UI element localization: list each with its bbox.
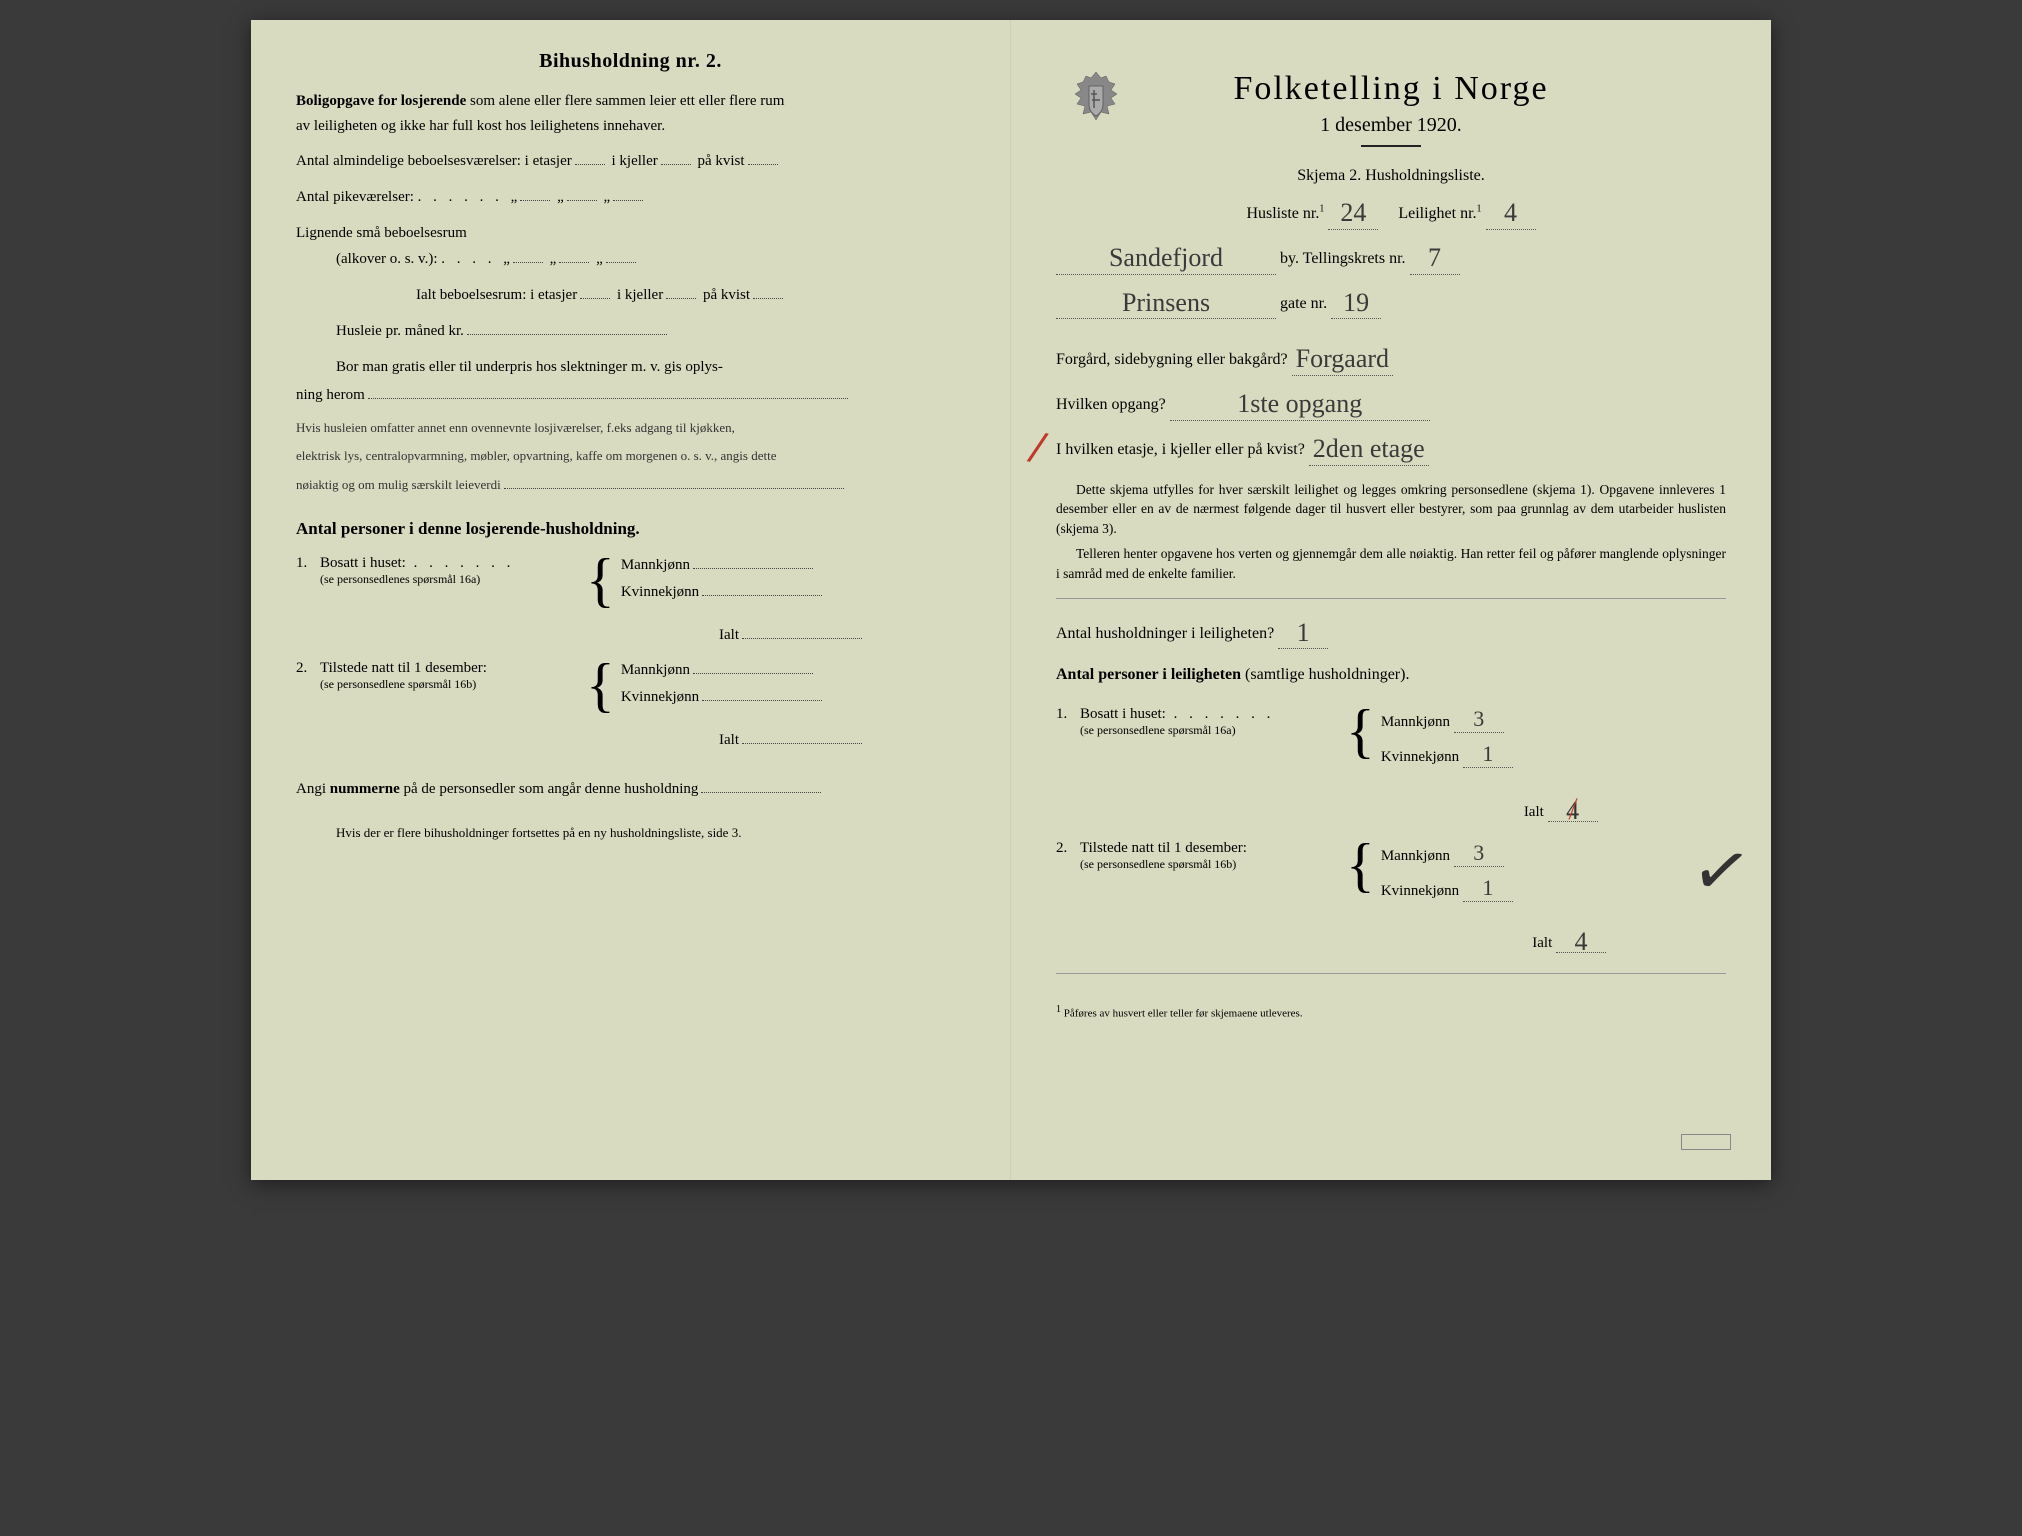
footnote: 1 Påføres av husvert eller teller før sk… [1056, 1004, 1726, 1020]
line-bor-2: ning herom [296, 383, 965, 407]
line-lignende-2: (alkover o. s. v.): . . . . „ „ „ [336, 247, 965, 271]
by-value: Sandefjord [1109, 245, 1223, 271]
line-bor-1: Bor man gratis eller til underpris hos s… [336, 355, 965, 379]
husliste-line: Husliste nr.1 24 Leilighet nr.1 4 [1056, 197, 1726, 230]
bottom-divider [1056, 973, 1726, 974]
small-print-3: nøiaktig og om mulig særskilt leieverdi [296, 475, 965, 494]
left-title: Bihusholdning nr. 2. [296, 50, 965, 73]
antal-hush-line: Antal husholdninger i leiligheten? 1 [1056, 617, 1726, 650]
left-page: Bihusholdning nr. 2. Boligopgave for los… [251, 20, 1011, 1180]
right-ialt-2: Ialt 4 [1056, 926, 1726, 953]
left-footer: Hvis der er flere bihusholdninger fortse… [336, 825, 965, 841]
r-mann2: 3 [1473, 840, 1484, 865]
main-title: Folketelling i Norge [1056, 70, 1726, 108]
line-lignende-1: Lignende små beboelsesrum [296, 221, 965, 245]
title-rule [1361, 145, 1421, 147]
forgard-line: Forgård, sidebygning eller bakgård? Forg… [1056, 343, 1726, 376]
small-print-2: elektrisk lys, centralopvarmning, møbler… [296, 447, 965, 465]
angi-line: Angi nummerne på de personsedler som ang… [296, 777, 965, 801]
coat-of-arms-icon [1071, 70, 1121, 130]
left-item-2: 2. Tilstede natt til 1 desember: (se per… [296, 660, 965, 714]
printer-stamp [1681, 1134, 1731, 1150]
line-ialt-bebo: Ialt beboelsesrum: i etasjer i kjeller p… [416, 283, 965, 307]
left-item-1: 1. Bosatt i huset: . . . . . . . (se per… [296, 555, 965, 609]
right-ialt-1: Ialt 4 ⁄ [1056, 792, 1726, 824]
line-husleie: Husleie pr. måned kr. [336, 319, 965, 343]
gate-nr-value: 19 [1343, 290, 1369, 316]
etasje-value: 2den etage [1313, 436, 1425, 462]
date-line: 1 desember 1920. [1056, 114, 1726, 137]
left-ialt-1: Ialt [296, 625, 965, 644]
leilighet-value: 4 [1504, 200, 1517, 226]
left-ialt-2: Ialt [296, 730, 965, 749]
right-item-1: 1. Bosatt i huset: . . . . . . . (se per… [1056, 706, 1726, 776]
opgang-line: Hvilken opgang? 1ste opgang [1056, 388, 1726, 421]
r-kvinne2: 1 [1482, 875, 1493, 900]
divider-line [1056, 598, 1726, 599]
schema-line: Skjema 2. Husholdningsliste. [1056, 167, 1726, 185]
etasje-line: I hvilken etasje, i kjeller eller på kvi… [1056, 433, 1726, 466]
intro-bold: Boligopgave for losjerende [296, 93, 466, 109]
r-ialt2: 4 [1575, 929, 1588, 955]
instructions-para-1: Dette skjema utfylles for hver særskilt … [1056, 480, 1726, 539]
forgard-value: Forgaard [1296, 346, 1389, 372]
gate-line: Prinsens gate nr. 19 [1056, 287, 1726, 320]
subsection-title: Antal personer i denne losjerende-hushol… [296, 519, 965, 539]
intro-line-1: Boligopgave for losjerende som alene ell… [296, 91, 965, 112]
census-document: Bihusholdning nr. 2. Boligopgave for los… [251, 20, 1771, 1180]
antal-hush-value: 1 [1297, 620, 1310, 646]
krets-value: 7 [1428, 245, 1441, 271]
by-line: Sandefjord by. Tellingskrets nr. 7 [1056, 242, 1726, 275]
husliste-value: 24 [1340, 200, 1366, 226]
instructions-para-2: Telleren henter opgavene hos verten og g… [1056, 544, 1726, 583]
large-checkmark: ✓ [1686, 826, 1758, 918]
line-antal-alm: Antal almindelige beboelsesværelser: i e… [296, 149, 965, 173]
red-slash-mark: / [1024, 419, 1051, 476]
right-item-2: 2. Tilstede natt til 1 desember: (se per… [1056, 840, 1726, 910]
opgang-value: 1ste opgang [1237, 391, 1362, 417]
small-print: Hvis husleien omfatter annet enn ovennev… [296, 419, 965, 437]
r-mann1: 3 [1473, 706, 1484, 731]
r-kvinne1: 1 [1482, 741, 1493, 766]
line-antal-pike: Antal pikeværelser: . . . . . . „ „ „ [296, 185, 965, 209]
intro-line-2: av leiligheten og ikke har full kost hos… [296, 116, 965, 137]
gate-value: Prinsens [1122, 290, 1210, 316]
right-page: Folketelling i Norge 1 desember 1920. Sk… [1011, 20, 1771, 1180]
intro-rest: som alene eller flere sammen leier ett e… [466, 93, 784, 109]
antal-pers-line: Antal personer i leiligheten (samtlige h… [1056, 661, 1726, 690]
